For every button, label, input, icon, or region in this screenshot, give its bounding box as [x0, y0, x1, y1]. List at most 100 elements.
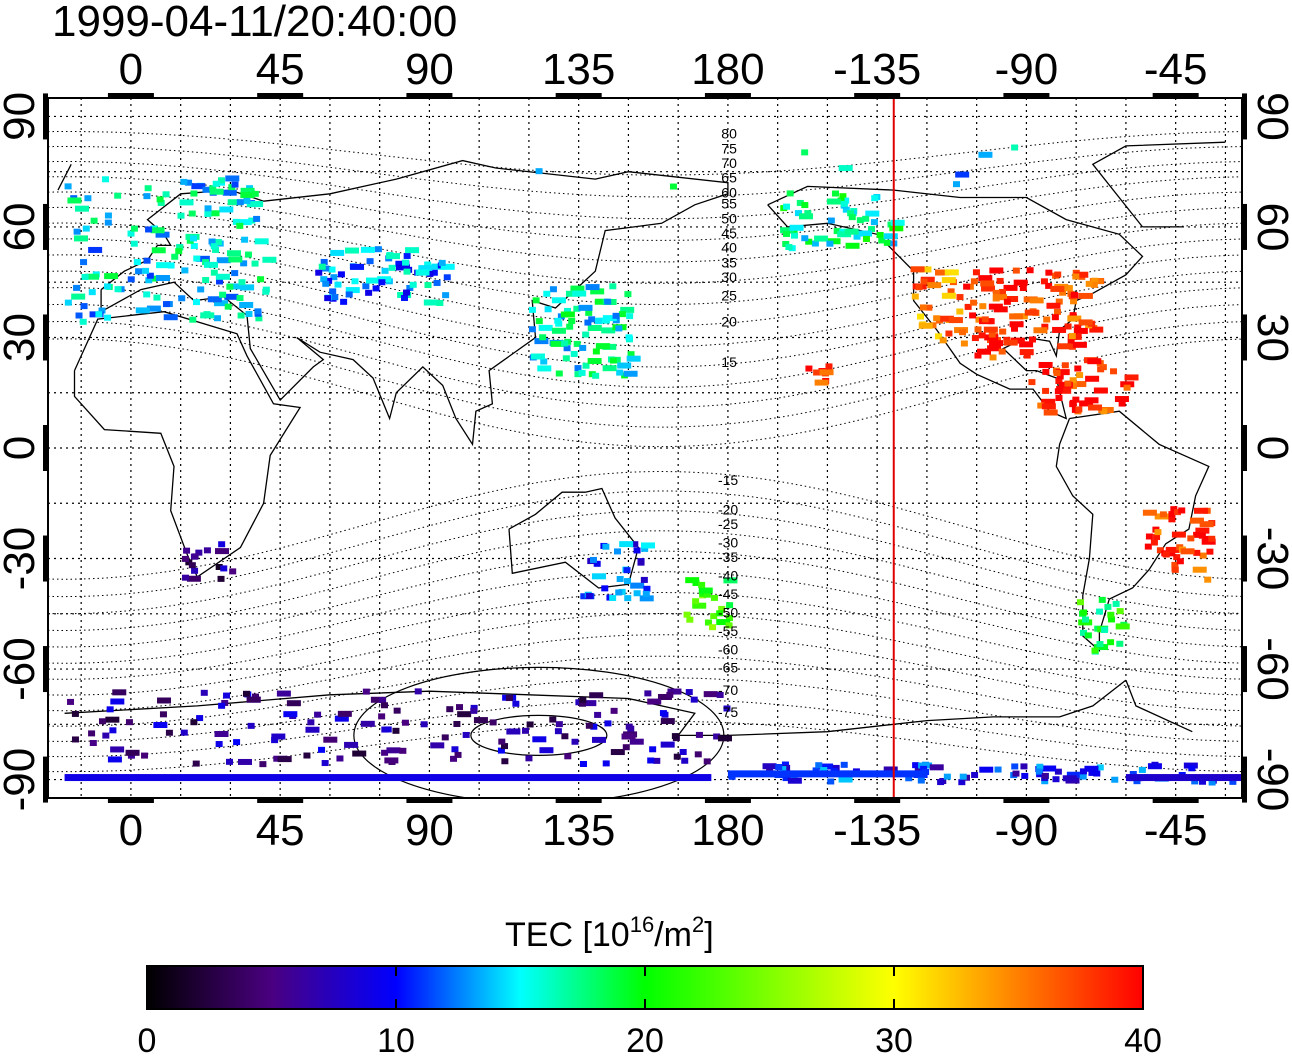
- tec-cell: [994, 766, 1002, 773]
- tec-cell: [215, 563, 223, 570]
- tec-cell: [1104, 603, 1112, 610]
- tec-cell: [974, 326, 982, 333]
- tec-cell: [615, 325, 623, 332]
- contour-label: 35: [721, 254, 737, 270]
- tec-cell: [827, 217, 835, 224]
- tec-cell: [454, 751, 462, 758]
- tec-cell: [67, 197, 82, 204]
- tec-cell: [88, 730, 96, 737]
- lon-label-top: -90: [995, 45, 1059, 94]
- tec-cell: [534, 338, 549, 345]
- tec-cell: [239, 301, 254, 308]
- tec-cell: [845, 242, 860, 249]
- tec-cell: [623, 567, 631, 574]
- tec-cell: [1115, 623, 1130, 630]
- tec-cell: [983, 326, 998, 333]
- tec-cell: [604, 298, 612, 305]
- tec-cell: [564, 307, 572, 314]
- tec-cell: [1072, 341, 1087, 348]
- frame-tick-right: [1242, 425, 1247, 471]
- colorbar-ticks: 0 10 20 30 40: [138, 966, 1162, 1057]
- tec-cell: [104, 219, 112, 226]
- tec-cell: [996, 277, 1004, 284]
- tec-cell: [624, 578, 632, 585]
- tec-cell: [971, 771, 979, 778]
- colorbar-title: TEC [1016/m2]: [505, 912, 714, 954]
- tec-cell: [224, 303, 232, 310]
- tec-cell: [610, 749, 625, 756]
- tec-cell: [876, 231, 884, 238]
- tec-cell: [98, 718, 106, 725]
- tec-cell: [918, 762, 933, 769]
- tec-cell: [223, 692, 231, 699]
- tec-cell: [1098, 596, 1106, 603]
- tec-cell: [612, 312, 620, 319]
- tec-cell: [535, 318, 543, 325]
- tec-cell: [125, 749, 140, 756]
- tec-cell: [162, 301, 170, 308]
- tec-cell: [1052, 776, 1060, 783]
- tec-cell: [393, 707, 401, 714]
- contour-label: -45: [718, 586, 738, 602]
- tec-cell: [403, 252, 411, 259]
- tec-region-australia-east-: [580, 541, 655, 602]
- tec-cell: [593, 560, 601, 567]
- tec-cell: [669, 183, 677, 190]
- tec-cell: [952, 181, 960, 188]
- tec-cell: [602, 365, 617, 372]
- tec-cell: [883, 766, 898, 773]
- contour-label: 25: [721, 288, 737, 304]
- tec-cell: [190, 242, 198, 249]
- tec-cell: [1080, 609, 1088, 616]
- tec-cell: [1041, 403, 1056, 410]
- tec-cell: [1064, 323, 1072, 330]
- tec-cell: [620, 306, 635, 313]
- tec-cell: [501, 743, 509, 750]
- tec-cell: [426, 270, 434, 277]
- tec-cell: [671, 733, 679, 740]
- tec-cell: [1072, 273, 1080, 280]
- tec-cell: [212, 246, 220, 253]
- tec-cell: [801, 202, 809, 209]
- lon-label-bottom: 135: [542, 806, 615, 855]
- tec-cell: [505, 695, 513, 702]
- tec-cell: [157, 199, 165, 206]
- tec-cell: [1100, 626, 1108, 633]
- tec-cell: [114, 286, 122, 293]
- tec-cell: [927, 282, 942, 289]
- tec-cell: [602, 760, 610, 767]
- colorbar-tick-label: 20: [626, 1022, 664, 1057]
- tec-cell: [430, 269, 438, 276]
- tec-cell: [801, 149, 809, 156]
- tec-cell: [1116, 640, 1124, 647]
- tec-cell: [657, 693, 672, 700]
- tec-cell: [1091, 277, 1099, 284]
- tec-cell: [73, 228, 81, 235]
- tec-cell: [344, 741, 359, 748]
- tec-cell: [420, 721, 428, 728]
- tec-cell: [1067, 338, 1075, 345]
- tec-cell: [219, 206, 234, 213]
- tec-cell: [840, 761, 848, 768]
- tec-cell: [441, 734, 449, 741]
- tec-cell: [699, 590, 707, 597]
- tec-cell: [890, 219, 905, 226]
- tec-cell: [403, 268, 411, 275]
- tec-cell: [189, 316, 197, 323]
- tec-cell: [163, 314, 178, 321]
- tec-cell: [191, 567, 199, 574]
- tec-cell: [189, 235, 197, 242]
- tec-cell: [1090, 281, 1098, 288]
- tec-cell: [89, 740, 97, 747]
- tec-cell: [165, 729, 173, 736]
- tec-cell: [1045, 269, 1053, 276]
- tec-cell: [185, 559, 193, 566]
- tec-cell: [253, 215, 261, 222]
- tec-cell: [641, 545, 649, 552]
- tec-cell: [157, 697, 172, 704]
- tec-cell: [572, 290, 587, 297]
- tec-cell: [1061, 362, 1069, 369]
- tec-band-south: [1125, 774, 1242, 782]
- tec-cell: [156, 196, 164, 203]
